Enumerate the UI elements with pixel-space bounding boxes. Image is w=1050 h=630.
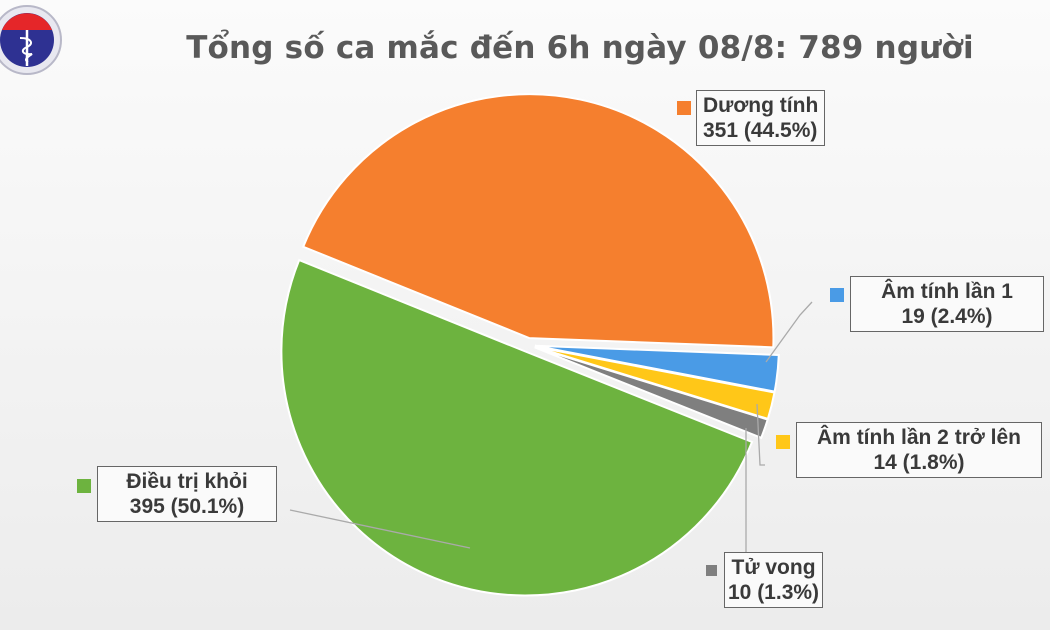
label-name: Âm tính lần 2 trở lên [817, 426, 1021, 449]
label-value: 14 (1.8%) [873, 451, 965, 474]
swatch-duong-tinh [677, 101, 691, 115]
label-am-tinh-2: Âm tính lần 2 trở lên 14 (1.8%) [796, 422, 1042, 478]
label-name: Tử vong [731, 556, 816, 579]
pie-slice-duong-tinh [301, 93, 775, 349]
label-value: 10 (1.3%) [728, 581, 820, 604]
label-name: Điều trị khỏi [126, 470, 248, 493]
leader-line-am-tinh-2 [756, 403, 765, 466]
pie-slice-dieu-tri-khoi [280, 258, 754, 597]
label-am-tinh-1: Âm tính lần 1 19 (2.4%) [850, 276, 1044, 332]
label-value: 395 (50.1%) [129, 495, 245, 518]
swatch-dieu-tri-khoi [77, 479, 91, 493]
label-tu-vong: Tử vong 10 (1.3%) [724, 552, 824, 608]
swatch-am-tinh-2 [776, 435, 790, 449]
label-name: Dương tính [703, 94, 819, 117]
label-value: 19 (2.4%) [901, 305, 993, 328]
leader-line-dieu-tri-khoi [289, 509, 471, 549]
swatch-am-tinh-1 [830, 288, 844, 302]
label-value: 351 (44.5%) [703, 119, 818, 142]
label-dieu-tri-khoi: Điều trị khỏi 395 (50.1%) [97, 466, 277, 522]
label-duong-tinh: Dương tính 351 (44.5%) [696, 90, 826, 146]
chart-title: Tổng số ca mắc đến 6h ngày 08/8: 789 ngư… [186, 30, 974, 66]
swatch-tu-vong [706, 565, 717, 576]
label-name: Âm tính lần 1 [881, 280, 1013, 303]
leader-line-am-tinh-1 [765, 301, 813, 363]
ministry-of-health-logo [0, 5, 62, 75]
pie-slice-tu-vong [534, 346, 769, 440]
